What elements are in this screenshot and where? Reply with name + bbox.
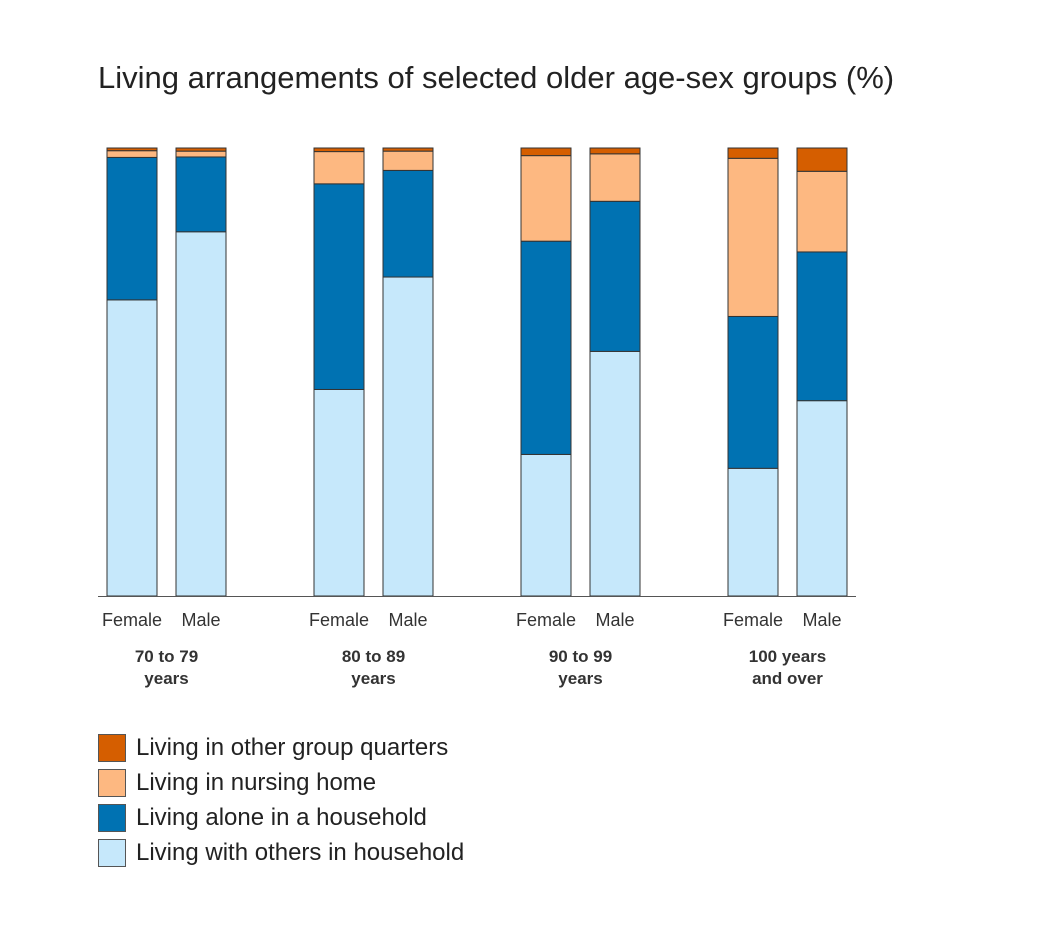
bar-segment-other-group-quarters bbox=[382, 147, 434, 152]
bar-segment-nursing-home bbox=[796, 170, 848, 253]
group-label: 90 to 99 bbox=[549, 647, 612, 666]
bar-segment-other-group-quarters bbox=[796, 147, 848, 172]
bar-segment-alone bbox=[313, 183, 365, 390]
bar-segment-with-others bbox=[313, 388, 365, 597]
chart-title: Living arrangements of selected older ag… bbox=[98, 60, 895, 95]
bar-sex-label: Male bbox=[595, 610, 634, 630]
group-label: 70 to 79 bbox=[135, 647, 198, 666]
bar-sex-label: Female bbox=[723, 610, 783, 630]
bar-segment-nursing-home bbox=[382, 150, 434, 171]
bar-sex-label: Male bbox=[802, 610, 841, 630]
bar-sex-label: Female bbox=[309, 610, 369, 630]
group-label: years bbox=[144, 669, 188, 688]
legend-label: Living with others in household bbox=[136, 838, 465, 866]
legend-label: Living in nursing home bbox=[136, 768, 377, 796]
bar-segment-with-others bbox=[382, 276, 434, 597]
bar-segment-alone bbox=[589, 200, 641, 352]
group-label: 80 to 89 bbox=[342, 647, 405, 666]
bar-segment-other-group-quarters bbox=[175, 147, 227, 152]
bar-segment-nursing-home bbox=[727, 157, 779, 317]
legend-item-other-group-quarters: Living in other group quarters bbox=[98, 730, 464, 765]
legend-item-with-others: Living with others in household bbox=[98, 835, 464, 870]
legend-label: Living in other group quarters bbox=[136, 733, 449, 761]
legend-swatch-alone bbox=[98, 803, 126, 832]
bar-sex-label: Female bbox=[516, 610, 576, 630]
bar-sex-label: Male bbox=[181, 610, 220, 630]
bar-segment-with-others bbox=[520, 453, 572, 597]
bar-segment-nursing-home bbox=[520, 155, 572, 242]
bar-segment-with-others bbox=[106, 299, 158, 597]
bar-segment-alone bbox=[520, 240, 572, 455]
bar-segment-alone bbox=[727, 315, 779, 469]
bar-segment-with-others bbox=[796, 400, 848, 597]
stacked-bar-chart: Female Male 70 to 79 years Female Male 80 to 8… bbox=[98, 147, 856, 688]
bar-segment-with-others bbox=[175, 231, 227, 597]
bar-sex-label: Male bbox=[388, 610, 427, 630]
bar-segment-alone bbox=[382, 169, 434, 278]
bar-segment-alone bbox=[175, 156, 227, 233]
legend-swatch-other-group-quarters bbox=[98, 733, 126, 762]
bar-segment-with-others bbox=[589, 350, 641, 597]
bar-segment-alone bbox=[796, 251, 848, 402]
group-label: years bbox=[351, 669, 395, 688]
legend-item-alone: Living alone in a household bbox=[98, 800, 464, 835]
group-label: 100 years bbox=[749, 647, 827, 666]
bar-segment-nursing-home bbox=[589, 153, 641, 202]
group-label: and over bbox=[752, 669, 823, 688]
bar-segment-alone bbox=[106, 156, 158, 301]
bar-segment-nursing-home bbox=[106, 150, 158, 158]
bar-segment-nursing-home bbox=[313, 151, 365, 185]
bar-segment-other-group-quarters bbox=[106, 147, 158, 152]
bar-segment-other-group-quarters bbox=[520, 147, 572, 157]
legend-swatch-with-others bbox=[98, 838, 126, 867]
legend: Living in other group quarters Living in… bbox=[98, 730, 464, 870]
bar-segment-other-group-quarters bbox=[313, 147, 365, 153]
legend-swatch-nursing-home bbox=[98, 768, 126, 797]
bar-segment-other-group-quarters bbox=[727, 147, 779, 159]
legend-label: Living alone in a household bbox=[136, 803, 427, 831]
legend-item-nursing-home: Living in nursing home bbox=[98, 765, 464, 800]
bar-segment-other-group-quarters bbox=[589, 147, 641, 155]
group-label: years bbox=[558, 669, 602, 688]
bar-segment-with-others bbox=[727, 467, 779, 597]
bar-sex-label: Female bbox=[102, 610, 162, 630]
bar-segment-nursing-home bbox=[175, 150, 227, 158]
